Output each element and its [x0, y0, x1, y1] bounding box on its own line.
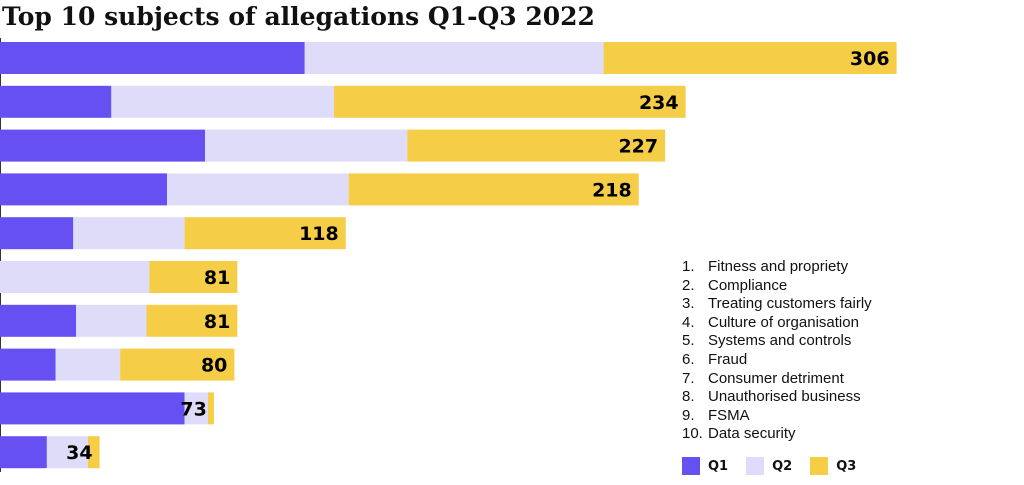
legend-item-number: 6. — [682, 350, 695, 368]
bar-segment-1-q3 — [603, 42, 897, 74]
bar-segment-10-q2 — [46, 436, 88, 469]
bar-segment-3-q2 — [205, 129, 408, 162]
legend-item-3: 3. Treating customers fairly — [682, 295, 872, 314]
bar-segment-7-q1 — [0, 304, 77, 337]
bar-segment-1-q1 — [0, 42, 305, 74]
legend-item-label: FSMA — [708, 406, 750, 424]
legend-item-label: Fraud — [708, 350, 748, 368]
bar-segment-9-q2 — [184, 392, 209, 425]
series-legend-item-q1: Q1 — [682, 457, 728, 475]
bar-segment-10-q3 — [87, 436, 100, 469]
legend-item-number: 8. — [682, 388, 695, 406]
bar-segment-10-q1 — [0, 436, 47, 469]
series-swatch-q3 — [810, 457, 829, 475]
series-legend: Q1 Q2 Q3 — [682, 457, 874, 475]
legend-item-1: 1. Fitness and propriety — [682, 258, 872, 277]
legend-item-6: 6. Fraud — [682, 351, 872, 370]
legend-item-label: Data security — [708, 425, 796, 443]
legend-item-label: Compliance — [708, 276, 788, 294]
bar-total-label-5: 118 — [299, 223, 339, 245]
bar-segment-5-q3 — [184, 217, 346, 250]
series-legend-label: Q1 — [708, 458, 729, 474]
category-legend: 1. Fitness and propriety 2. Compliance 3. Tre… — [682, 258, 872, 444]
legend-item-4: 4. Culture of organisation — [682, 314, 872, 333]
legend-item-number: 1. — [682, 258, 695, 275]
legend-item-7: 7. Consumer detriment — [682, 370, 872, 389]
bar-segment-2-q3 — [334, 85, 686, 118]
bar-total-label-3: 227 — [618, 136, 658, 158]
legend-item-number: 5. — [682, 332, 695, 350]
bar-segment-2-q1 — [0, 85, 112, 118]
bar-segment-2-q2 — [111, 85, 335, 118]
bar-total-label-6: 81 — [204, 267, 230, 289]
legend-item-8: 8. Unauthorised business — [682, 388, 872, 407]
legend-item-label: Unauthorised business — [708, 388, 861, 406]
series-legend-label: Q2 — [772, 458, 793, 474]
bar-total-label-10: 34 — [66, 442, 92, 464]
series-legend-item-q3: Q3 — [810, 457, 856, 475]
bar-total-label-9: 73 — [180, 398, 206, 420]
bar-segment-4-q3 — [348, 173, 639, 206]
bar-segment-4-q1 — [0, 173, 168, 206]
bar-segment-6-q3 — [149, 261, 238, 293]
bar-segment-3-q1 — [0, 129, 206, 162]
bar-segment-3-q3 — [407, 129, 666, 162]
legend-item-number: 9. — [682, 406, 695, 424]
legend-item-9: 9. FSMA — [682, 407, 872, 426]
chart-title: Top 10 subjects of allegations Q1-Q3 202… — [2, 2, 595, 31]
bar-segment-1-q2 — [304, 42, 604, 74]
legend-item-2: 2. Compliance — [682, 277, 872, 296]
legend-item-10: 10. Data security — [682, 425, 872, 444]
bar-segment-4-q2 — [167, 173, 349, 206]
bar-segment-5-q1 — [0, 217, 74, 250]
legend-item-5: 5. Systems and controls — [682, 332, 872, 351]
legend-item-label: Fitness and propriety — [708, 258, 849, 275]
bar-segment-5-q2 — [73, 217, 185, 250]
bar-segment-9-q3 — [208, 392, 214, 425]
legend-item-label: Culture of organisation — [708, 313, 859, 331]
bar-total-label-1: 306 — [850, 48, 890, 70]
series-legend-label: Q3 — [836, 458, 857, 474]
bar-segment-7-q2 — [76, 304, 147, 337]
bar-segment-9-q1 — [0, 392, 185, 425]
series-swatch-q2 — [746, 457, 765, 475]
bar-segment-7-q3 — [146, 304, 238, 337]
series-legend-item-q2: Q2 — [746, 457, 792, 475]
legend-item-number: 10. — [682, 425, 703, 443]
bar-total-label-2: 234 — [639, 92, 679, 114]
legend-item-number: 2. — [682, 276, 695, 294]
bar-segment-8-q3 — [120, 348, 235, 381]
bar-segment-8-q1 — [0, 348, 56, 381]
series-swatch-q1 — [682, 457, 700, 475]
legend-item-number: 3. — [682, 295, 695, 313]
legend-item-number: 7. — [682, 369, 695, 387]
legend-item-label: Consumer detriment — [708, 369, 844, 387]
legend-item-label: Systems and controls — [708, 332, 852, 350]
bar-segment-8-q2 — [55, 348, 121, 381]
legend-item-number: 4. — [682, 313, 695, 331]
bar-total-label-8: 80 — [201, 355, 227, 377]
legend-item-label: Treating customers fairly — [708, 295, 872, 313]
bar-total-label-7: 81 — [204, 311, 230, 333]
bar-total-label-4: 218 — [592, 179, 632, 201]
bar-segment-6-q2 — [0, 261, 150, 293]
